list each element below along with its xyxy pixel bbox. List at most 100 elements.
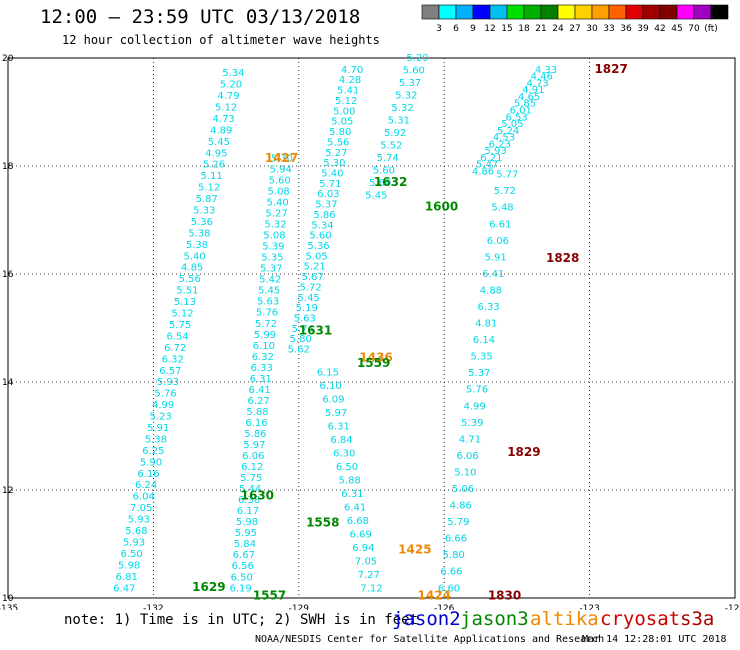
wave-height-label: 6.66 [445, 534, 467, 545]
wave-height-label: 4.89 [210, 125, 232, 136]
wave-height-label: 5.90 [140, 457, 162, 468]
wave-height-label: 5.63 [294, 314, 316, 325]
wave-height-label: 5.38 [188, 228, 210, 239]
pass-time-label: 1629 [192, 580, 225, 594]
lon-tick-label: -123 [579, 604, 599, 610]
wave-height-label: 6.84 [330, 435, 352, 446]
wave-height-label: 4.79 [217, 91, 239, 102]
wave-height-label: 5.75 [169, 320, 191, 331]
wave-height-label: 5.85 [514, 99, 536, 110]
pass-time-label: 1436 [359, 351, 392, 365]
wave-height-label: 5.92 [384, 128, 406, 139]
legend-cryosat: cryosat [600, 608, 681, 630]
wave-height-label: 7.12 [360, 583, 382, 594]
wave-height-label: 5.30 [323, 158, 345, 169]
wave-height-label: 6.68 [347, 516, 369, 527]
pass-time-label: 1632 [374, 175, 407, 189]
wave-height-label: 5.60 [269, 175, 291, 186]
wave-height-label: 5.77 [496, 170, 518, 181]
wave-height-label: 5.42 [259, 275, 281, 286]
wave-height-label: 5.76 [154, 389, 176, 400]
wave-height-label: 5.67 [301, 272, 323, 283]
pass-time-label: 1830 [488, 588, 521, 602]
wave-height-label: 5.72 [300, 282, 322, 293]
wave-height-label: 5.27 [265, 209, 287, 220]
wave-height-label: 4.91 [522, 85, 544, 96]
wave-height-label: 5.37 [315, 200, 337, 211]
wave-height-label: 5.24 [497, 126, 519, 137]
wave-height-label: 5.87 [196, 194, 218, 205]
wave-height-label: 6.06 [487, 236, 509, 247]
legend-note: note: 1) Time is in UTC; 2) SWH is in fe… [64, 612, 419, 628]
wave-height-label: 4.85 [181, 263, 203, 274]
wave-height-label: 5.74 [376, 153, 398, 164]
wave-height-label: 6.32 [162, 354, 184, 365]
wave-height-label: 5.45 [208, 137, 230, 148]
wave-height-label: 6.25 [142, 446, 164, 457]
wave-height-label: 4.46 [531, 72, 553, 83]
wave-height-label: 4.81 [475, 319, 497, 330]
wave-height-label: 6.53 [505, 112, 527, 123]
wave-height-label: 5.48 [491, 203, 513, 214]
lat-tick-label: 14 [2, 378, 14, 388]
wave-height-label: 5.80 [443, 550, 465, 561]
wave-height-label: 6.16 [245, 418, 267, 429]
wave-height-label: 6.47 [113, 583, 135, 594]
wave-height-label: 5.60 [403, 66, 425, 77]
wave-height-label: 5.27 [325, 148, 347, 159]
colorbar-label: 39 [637, 24, 649, 34]
wave-height-label: 5.35 [261, 253, 283, 264]
legend-jason2: jason2 [392, 608, 461, 630]
wave-height-label: 6.03 [317, 189, 339, 200]
wave-height-label: 5.40 [321, 168, 343, 179]
wave-height-label: 6.19 [230, 583, 252, 594]
wave-height-label: 5.33 [193, 205, 215, 216]
wave-height-label: 4.70 [341, 65, 363, 76]
colorbar-label: 45 [671, 24, 682, 34]
colorbar-label: 18 [518, 24, 530, 34]
wave-height-label: 5.34 [311, 220, 333, 231]
wave-height-label: 6.23 [489, 139, 511, 150]
wave-height-label: 5.76 [466, 385, 488, 396]
wave-height-label: 5.94 [270, 164, 292, 175]
wave-height-label: 6.81 [116, 572, 138, 583]
lon-tick-label: -129 [289, 604, 310, 610]
wave-height-label: 5.93 [484, 146, 506, 157]
wave-height-label: 5.98 [236, 517, 258, 528]
wave-height-label: 5.31 [388, 116, 410, 127]
colorbar-label: 6 [453, 24, 459, 34]
legend-altika: altika [530, 608, 599, 630]
wave-height-label: 6.72 [164, 343, 186, 354]
wave-height-label: 5.05 [305, 251, 327, 262]
wave-height-label: 5.71 [319, 179, 341, 190]
wave-height-label: 5.84 [234, 539, 256, 550]
wave-height-label: 4.99 [152, 400, 174, 411]
wave-height-label: 6.69 [349, 529, 371, 540]
colorbar-label: 42 [654, 24, 665, 34]
wave-height-label: 6.38 [238, 495, 260, 506]
wave-height-label: 5.60 [369, 178, 391, 189]
wave-height-label: 5.37 [399, 78, 421, 89]
wave-height-label: 4.95 [205, 148, 227, 159]
wave-height-label: 5.93 [157, 377, 179, 388]
wave-height-label: 6.50 [336, 462, 358, 473]
colorbar-label: 24 [552, 24, 564, 34]
wave-height-label: 6.31 [341, 489, 363, 500]
wave-height-label: 5.76 [256, 308, 278, 319]
colorbar-label: 15 [501, 24, 512, 34]
wave-height-label: 5.45 [365, 191, 387, 202]
wave-height-label: 5.88 [246, 407, 268, 418]
wave-height-label: 5.37 [468, 368, 490, 379]
wave-height-label: 7.27 [358, 570, 380, 581]
wave-height-label: 5.97 [243, 440, 265, 451]
wave-height-label: 5.12 [335, 96, 357, 107]
wave-height-label: 6.21 [480, 153, 502, 164]
wave-height-label: 6.27 [247, 396, 269, 407]
pass-time-label: 1559 [357, 356, 390, 370]
wave-height-label: 5.32 [395, 91, 417, 102]
colorbar-swatch [710, 4, 729, 20]
pass-time-label: 1424 [418, 588, 451, 602]
wave-height-label: 4.73 [213, 114, 235, 125]
wave-height-label: 5.12 [171, 309, 193, 320]
wave-height-label: 6.14 [473, 335, 495, 346]
